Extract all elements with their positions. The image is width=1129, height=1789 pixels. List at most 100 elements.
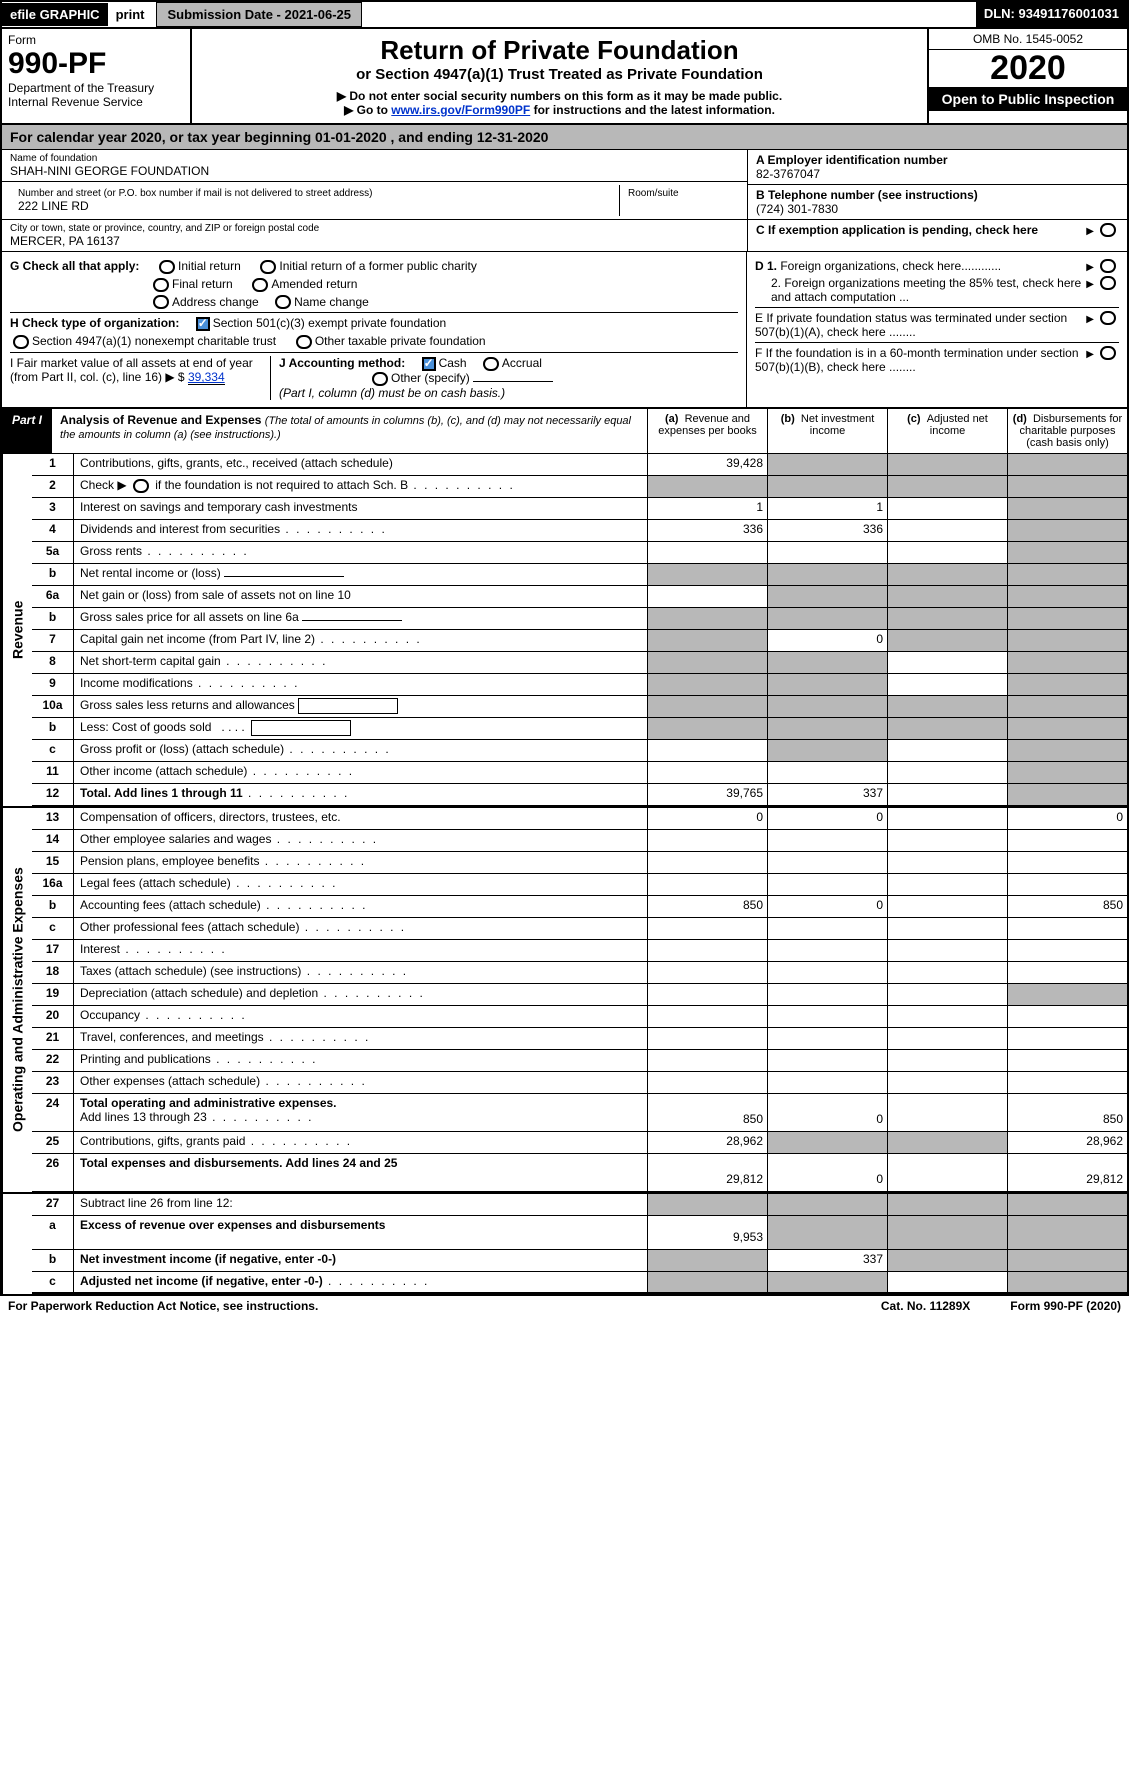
table-row: 6aNet gain or (loss) from sale of assets… [32, 586, 1127, 608]
part1-label: Part I [2, 409, 52, 453]
table-row: 4Dividends and interest from securities3… [32, 520, 1127, 542]
irs-label: Internal Revenue Service [8, 95, 184, 109]
part1-title: Analysis of Revenue and Expenses [60, 413, 261, 427]
table-row: 1Contributions, gifts, grants, etc., rec… [32, 454, 1127, 476]
omb-number: OMB No. 1545-0052 [929, 29, 1127, 50]
table-row: 13Compensation of officers, directors, t… [32, 808, 1127, 830]
table-row: bNet investment income (if negative, ent… [32, 1250, 1127, 1272]
form-title: Return of Private Foundation [202, 35, 917, 66]
print-label[interactable]: print [108, 3, 153, 26]
initial-former-checkbox[interactable] [260, 260, 276, 274]
summary-section: 27Subtract line 26 from line 12: aExcess… [2, 1192, 1127, 1294]
page-footer: For Paperwork Reduction Act Notice, see … [0, 1296, 1129, 1316]
s4947-checkbox[interactable] [13, 335, 29, 349]
table-row: 24Total operating and administrative exp… [32, 1094, 1127, 1132]
arrow-icon [1086, 259, 1094, 273]
room-label: Room/suite [628, 188, 731, 199]
foundation-name: SHAH-NINI GEORGE FOUNDATION [10, 164, 739, 178]
h-label: H Check type of organization: [10, 316, 179, 330]
accrual-checkbox[interactable] [483, 357, 499, 371]
part1-header: Part I Analysis of Revenue and Expenses … [2, 408, 1127, 454]
form-ref: Form 990-PF (2020) [1010, 1299, 1121, 1313]
fmv-value[interactable]: 39,334 [188, 370, 225, 385]
arrow-icon [1086, 276, 1094, 304]
dept-label: Department of the Treasury [8, 81, 184, 95]
name-change-checkbox[interactable] [275, 295, 291, 309]
arrow-icon [1086, 346, 1094, 374]
j-note: (Part I, column (d) must be on cash basi… [279, 386, 738, 400]
arrow-icon [1086, 311, 1094, 339]
foundation-info: Name of foundation SHAH-NINI GEORGE FOUN… [2, 150, 1127, 252]
table-row: bAccounting fees (attach schedule)850085… [32, 896, 1127, 918]
j-label: J Accounting method: [279, 356, 405, 370]
table-row: 21Travel, conferences, and meetings [32, 1028, 1127, 1050]
calendar-year-row: For calendar year 2020, or tax year begi… [2, 125, 1127, 150]
table-row: 22Printing and publications [32, 1050, 1127, 1072]
table-row: 18Taxes (attach schedule) (see instructi… [32, 962, 1127, 984]
ein-label: A Employer identification number [756, 153, 1119, 167]
form-word: Form [8, 33, 184, 47]
table-row: 20Occupancy [32, 1006, 1127, 1028]
table-row: bNet rental income or (loss) [32, 564, 1127, 586]
form-subtitle: or Section 4947(a)(1) Trust Treated as P… [202, 66, 917, 83]
cat-number: Cat. No. 11289X [881, 1299, 970, 1313]
table-row: 16aLegal fees (attach schedule) [32, 874, 1127, 896]
cash-checkbox[interactable] [422, 357, 436, 371]
table-row: aExcess of revenue over expenses and dis… [32, 1216, 1127, 1250]
table-row: 27Subtract line 26 from line 12: [32, 1194, 1127, 1216]
table-row: 8Net short-term capital gain [32, 652, 1127, 674]
name-label: Name of foundation [10, 153, 739, 164]
phone-value: (724) 301-7830 [756, 202, 1119, 216]
form-header: Form 990-PF Department of the Treasury I… [2, 29, 1127, 125]
irs-link[interactable]: www.irs.gov/Form990PF [391, 103, 530, 117]
table-row: 14Other employee salaries and wages [32, 830, 1127, 852]
table-row: 5aGross rents [32, 542, 1127, 564]
e-label: E If private foundation status was termi… [755, 311, 1083, 339]
table-row: 15Pension plans, employee benefits [32, 852, 1127, 874]
d2-label: 2. Foreign organizations meeting the 85%… [755, 276, 1083, 304]
f-label: F If the foundation is in a 60-month ter… [755, 346, 1083, 374]
table-row: bLess: Cost of goods sold . . . . [32, 718, 1127, 740]
f-checkbox[interactable] [1100, 346, 1116, 360]
s501-checkbox[interactable] [196, 317, 210, 331]
final-return-checkbox[interactable] [153, 278, 169, 292]
table-row: 19Depreciation (attach schedule) and dep… [32, 984, 1127, 1006]
schb-checkbox[interactable] [133, 479, 149, 493]
amended-return-checkbox[interactable] [252, 278, 268, 292]
exemption-checkbox[interactable] [1100, 223, 1116, 237]
e-checkbox[interactable] [1100, 311, 1116, 325]
paperwork-notice: For Paperwork Reduction Act Notice, see … [8, 1299, 318, 1313]
other-method-checkbox[interactable] [372, 372, 388, 386]
table-row: cAdjusted net income (if negative, enter… [32, 1272, 1127, 1294]
efile-label: efile GRAPHIC [2, 3, 108, 26]
table-row: 3Interest on savings and temporary cash … [32, 498, 1127, 520]
table-row: 17Interest [32, 940, 1127, 962]
revenue-side-label: Revenue [2, 454, 32, 806]
table-row: 10aGross sales less returns and allowanc… [32, 696, 1127, 718]
other-taxable-checkbox[interactable] [296, 335, 312, 349]
table-row: 7Capital gain net income (from Part IV, … [32, 630, 1127, 652]
revenue-section: Revenue 1Contributions, gifts, grants, e… [2, 454, 1127, 806]
initial-return-checkbox[interactable] [159, 260, 175, 274]
form-number: 990-PF [8, 49, 184, 79]
city-state-zip: MERCER, PA 16137 [10, 234, 739, 248]
top-bar: efile GRAPHIC print Submission Date - 20… [2, 2, 1127, 29]
submission-date: Submission Date - 2021-06-25 [156, 2, 362, 27]
exemption-label: C If exemption application is pending, c… [756, 223, 1083, 237]
address-change-checkbox[interactable] [153, 295, 169, 309]
ein-value: 82-3767047 [756, 167, 1119, 181]
d2-checkbox[interactable] [1100, 276, 1116, 290]
table-row: 12Total. Add lines 1 through 1139,765337 [32, 784, 1127, 806]
street-address: 222 LINE RD [18, 199, 611, 213]
open-inspection: Open to Public Inspection [929, 87, 1127, 111]
table-row: 9Income modifications [32, 674, 1127, 696]
table-row: 26Total expenses and disbursements. Add … [32, 1154, 1127, 1192]
table-row: cGross profit or (loss) (attach schedule… [32, 740, 1127, 762]
form-note2: ▶ Go to www.irs.gov/Form990PF for instru… [202, 103, 917, 117]
phone-label: B Telephone number (see instructions) [756, 188, 1119, 202]
table-row: cOther professional fees (attach schedul… [32, 918, 1127, 940]
arrow-icon [1086, 223, 1094, 237]
table-row: 2Check ▶ if the foundation is not requir… [32, 476, 1127, 498]
form-note1: ▶ Do not enter social security numbers o… [202, 89, 917, 103]
d1-checkbox[interactable] [1100, 259, 1116, 273]
